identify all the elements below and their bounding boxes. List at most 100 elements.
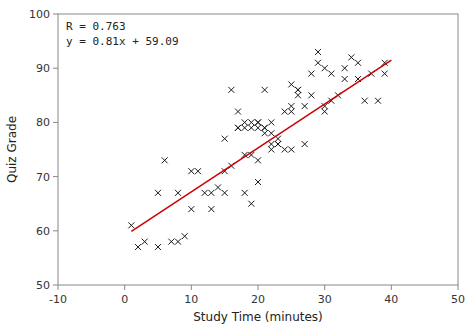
scatter-point bbox=[362, 98, 368, 104]
scatter-point bbox=[268, 119, 274, 125]
scatter-point bbox=[302, 141, 308, 147]
scatter-point bbox=[242, 190, 248, 196]
annotation: y = 0.81x + 59.09 bbox=[66, 35, 179, 48]
scatter-point bbox=[242, 125, 248, 131]
scatter-point bbox=[355, 60, 361, 66]
scatter-point bbox=[295, 87, 301, 93]
y-tick-label: 100 bbox=[29, 8, 50, 21]
scatter-point bbox=[262, 125, 268, 131]
y-tick-label: 70 bbox=[36, 171, 50, 184]
scatter-point bbox=[128, 222, 134, 228]
scatter-point bbox=[215, 184, 221, 190]
data bbox=[128, 49, 391, 250]
scatter-point bbox=[268, 141, 274, 147]
x-tick bbox=[191, 285, 192, 290]
scatter-point bbox=[155, 244, 161, 250]
scatter-point bbox=[255, 179, 261, 185]
scatter-point bbox=[135, 244, 141, 250]
scatter-point bbox=[382, 71, 388, 77]
scatter-point bbox=[155, 190, 161, 196]
x-tick bbox=[258, 285, 259, 290]
scatter-point bbox=[262, 130, 268, 136]
x-tick bbox=[124, 285, 125, 290]
scatter-point bbox=[182, 233, 188, 239]
y-tick-label: 60 bbox=[36, 225, 50, 238]
scatter-point bbox=[195, 168, 201, 174]
scatter-point bbox=[248, 201, 254, 207]
y-axis-label: Quiz Grade bbox=[5, 116, 19, 183]
scatter-point bbox=[235, 125, 241, 131]
scatter-point bbox=[248, 125, 254, 131]
scatter-point bbox=[348, 54, 354, 60]
y-tick bbox=[53, 68, 58, 69]
x-tick bbox=[58, 285, 59, 290]
scatter-point bbox=[262, 87, 268, 93]
scatter-point bbox=[308, 92, 314, 98]
scatter-point bbox=[342, 65, 348, 71]
y-tick-label: 50 bbox=[36, 279, 50, 292]
scatter-point bbox=[288, 81, 294, 87]
x-tick bbox=[324, 285, 325, 290]
x-axis-label: Study Time (minutes) bbox=[193, 310, 323, 324]
scatter-point bbox=[275, 141, 281, 147]
x-tick bbox=[458, 285, 459, 290]
y-tick bbox=[53, 285, 58, 286]
annotation: R = 0.763 bbox=[66, 20, 126, 33]
scatter-point bbox=[295, 92, 301, 98]
scatter-point bbox=[235, 125, 241, 131]
axes: -10010203040505060708090100 bbox=[29, 8, 465, 306]
scatter-point bbox=[188, 168, 194, 174]
scatter-point bbox=[262, 125, 268, 131]
scatter-point bbox=[242, 119, 248, 125]
scatter-point bbox=[208, 190, 214, 196]
x-tick-label: 30 bbox=[318, 293, 332, 306]
scatter-point bbox=[328, 71, 334, 77]
scatter-point bbox=[202, 190, 208, 196]
regression-line bbox=[131, 60, 391, 231]
scatter-point bbox=[375, 98, 381, 104]
scatter-point bbox=[208, 206, 214, 212]
scatter-point bbox=[282, 147, 288, 153]
plot-frame bbox=[58, 14, 458, 285]
scatter-point bbox=[228, 87, 234, 93]
scatter-point bbox=[302, 103, 308, 109]
chart: -10010203040505060708090100Study Time (m… bbox=[0, 0, 474, 331]
scatter-point bbox=[248, 119, 254, 125]
scatter-point bbox=[268, 130, 274, 136]
x-tick-label: 20 bbox=[251, 293, 265, 306]
scatter-point bbox=[268, 147, 274, 153]
scatter-point bbox=[255, 119, 261, 125]
scatter-point bbox=[308, 71, 314, 77]
scatter-point bbox=[322, 109, 328, 115]
y-tick bbox=[53, 176, 58, 177]
scatter-point bbox=[282, 109, 288, 115]
scatter-point bbox=[315, 60, 321, 66]
scatter-point bbox=[342, 76, 348, 82]
y-tick bbox=[53, 122, 58, 123]
scatter-point bbox=[235, 109, 241, 115]
x-tick-label: 10 bbox=[184, 293, 198, 306]
scatter-point bbox=[288, 103, 294, 109]
scatter-point bbox=[168, 239, 174, 245]
scatter-point bbox=[288, 147, 294, 153]
scatter-point bbox=[162, 157, 168, 163]
scatter-point bbox=[222, 190, 228, 196]
y-tick bbox=[53, 14, 58, 15]
scatter-point bbox=[175, 239, 181, 245]
y-tick-label: 80 bbox=[36, 116, 50, 129]
scatter-point bbox=[222, 136, 228, 142]
x-tick-label: -10 bbox=[49, 293, 67, 306]
scatter-point bbox=[175, 190, 181, 196]
scatter-point bbox=[255, 119, 261, 125]
scatter-point bbox=[142, 239, 148, 245]
scatter-point bbox=[275, 141, 281, 147]
scatter-point bbox=[255, 125, 261, 131]
scatter-point bbox=[315, 49, 321, 55]
scatter-point bbox=[255, 157, 261, 163]
scatter-point bbox=[322, 65, 328, 71]
scatter-point bbox=[188, 206, 194, 212]
x-tick bbox=[391, 285, 392, 290]
y-tick bbox=[53, 230, 58, 231]
x-tick-label: 0 bbox=[121, 293, 128, 306]
x-tick-label: 50 bbox=[451, 293, 465, 306]
